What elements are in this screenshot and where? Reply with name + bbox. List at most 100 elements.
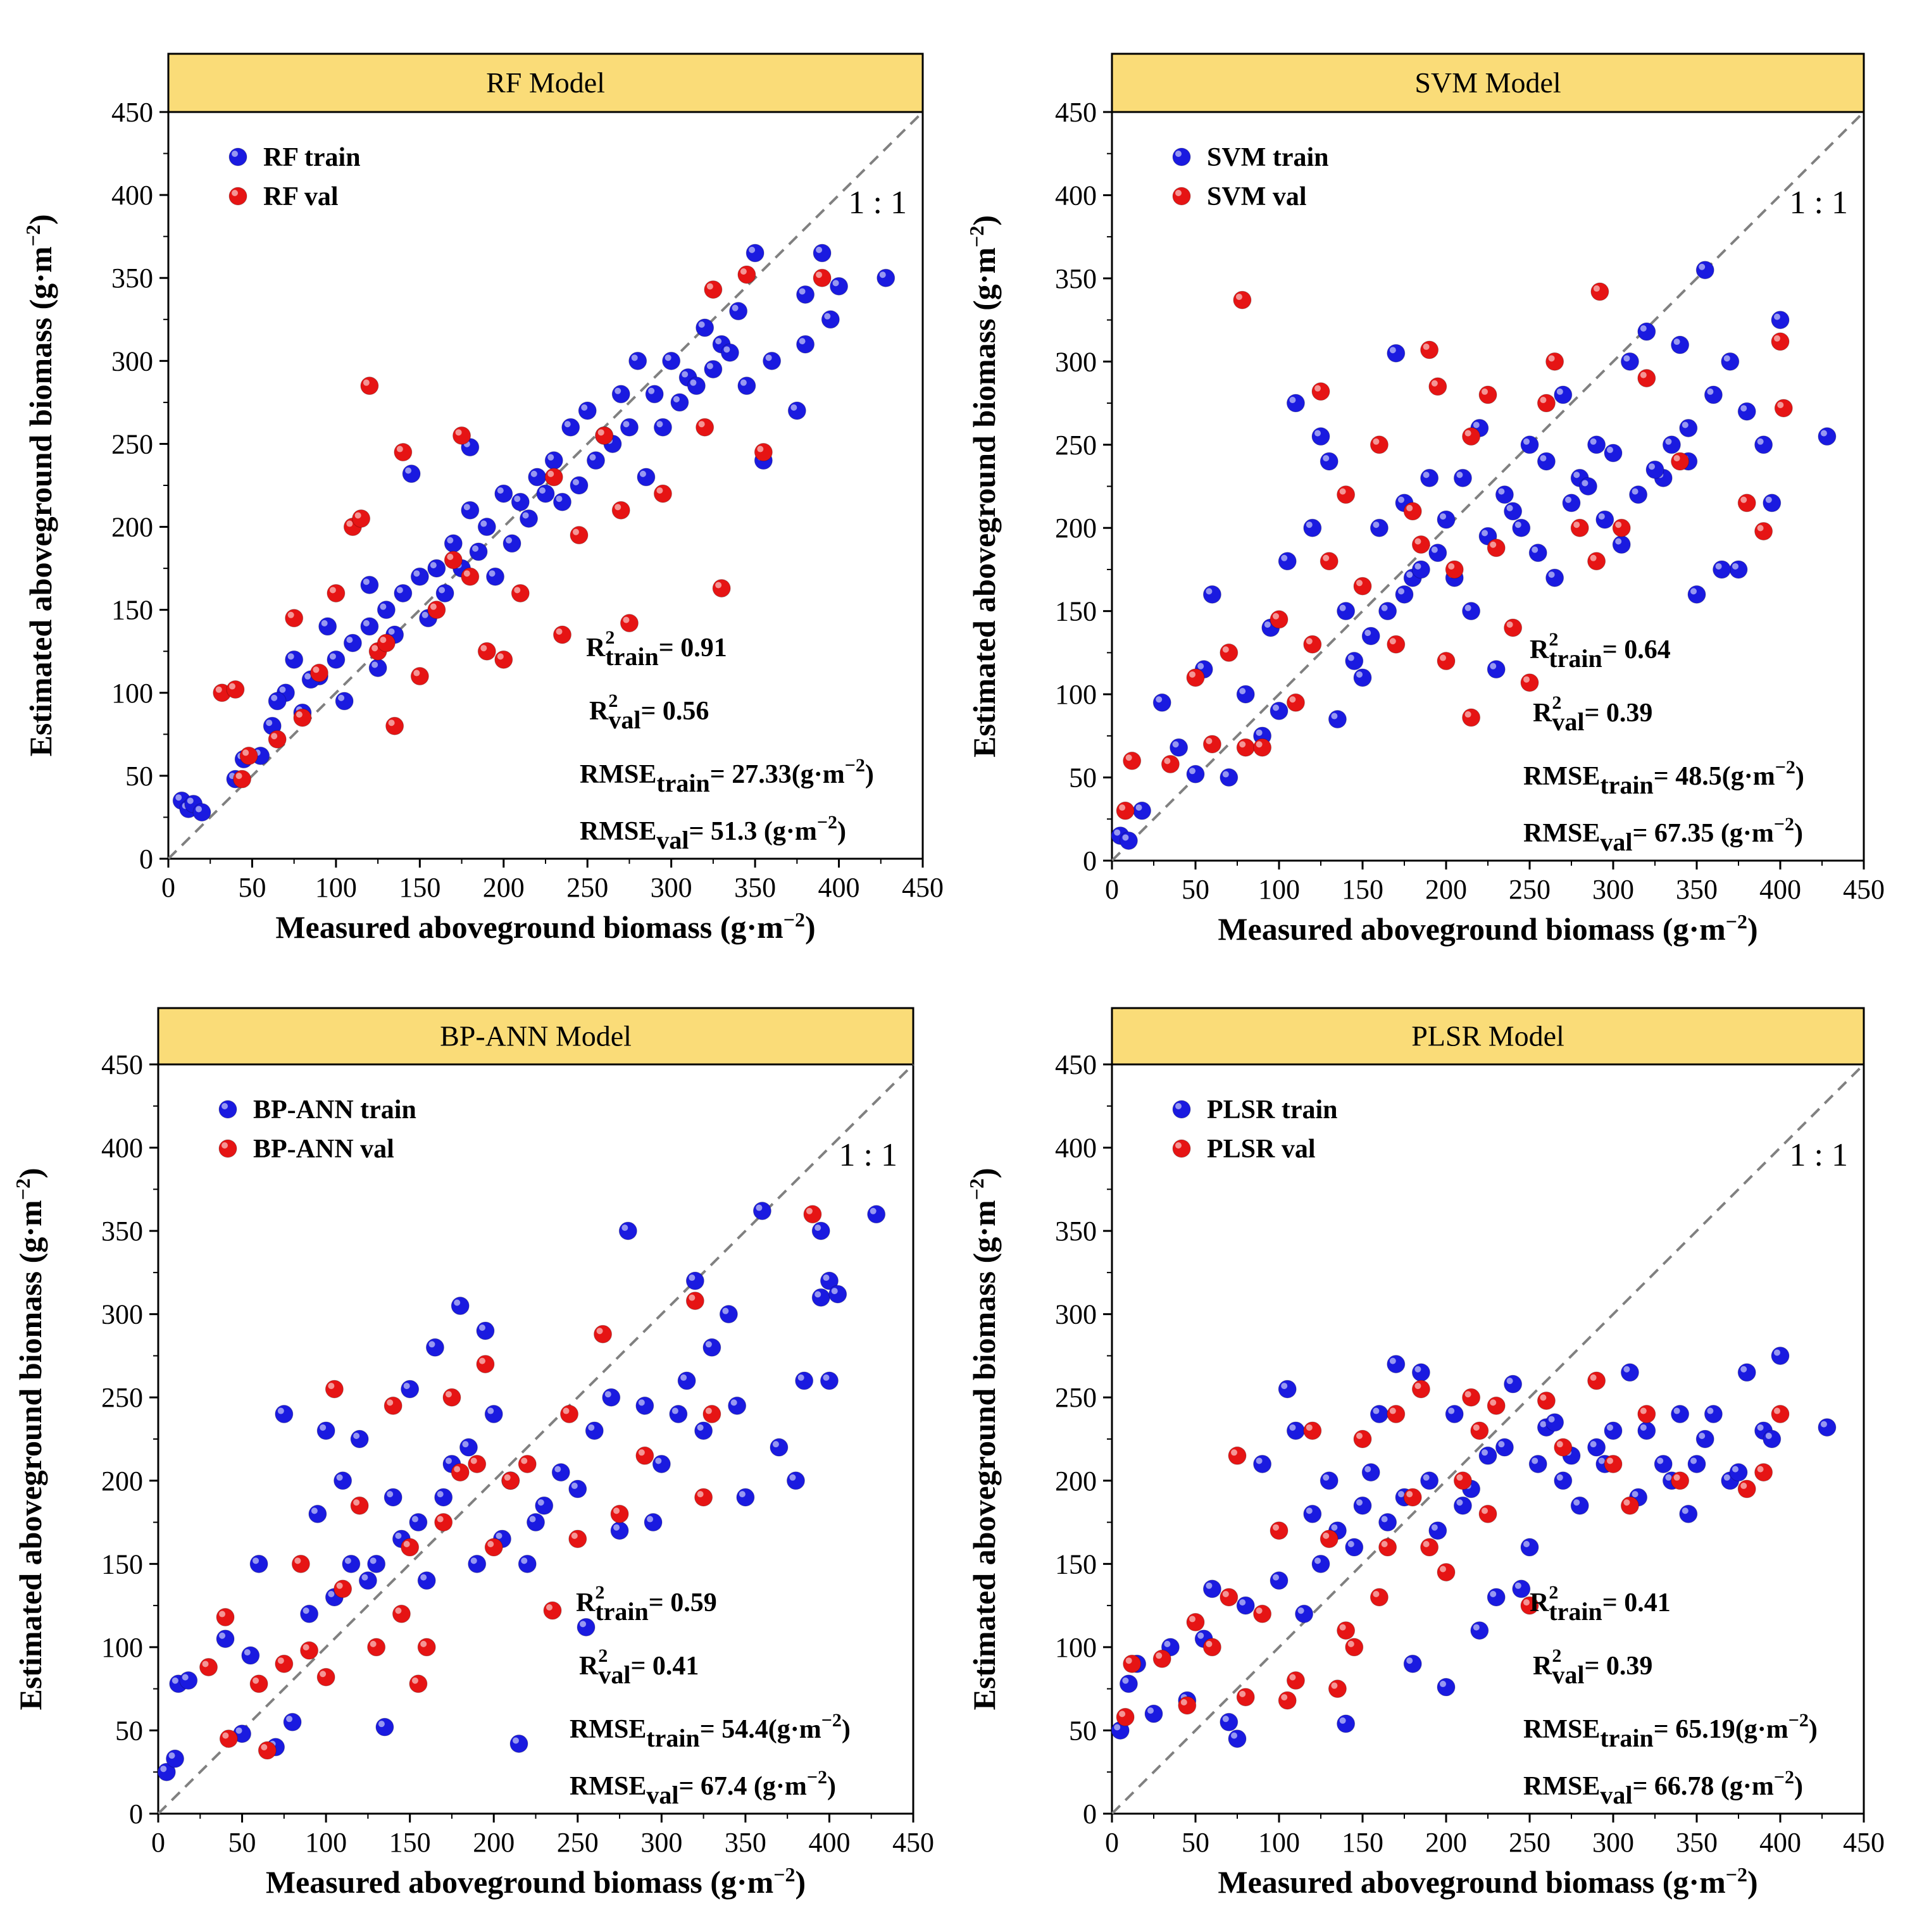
legend-marker-val-highlight [1175, 1142, 1182, 1149]
train-point-highlight [463, 504, 470, 511]
train-point-highlight [320, 1424, 327, 1431]
train-point-highlight [1473, 421, 1480, 428]
x-tick-label: 50 [1182, 874, 1209, 905]
train-point-highlight [1490, 1590, 1497, 1597]
train-point-highlight [266, 720, 273, 726]
train-point-highlight [447, 537, 454, 544]
train-point-highlight [1239, 1599, 1246, 1606]
val-point-highlight [1289, 1674, 1296, 1681]
val-point-highlight [420, 1640, 427, 1647]
val-point [803, 1205, 822, 1224]
train-point [1620, 1363, 1639, 1382]
val-point [1370, 1588, 1389, 1607]
stat-sup: 2 [598, 1645, 608, 1666]
stat-sub: val [1600, 1781, 1632, 1809]
val-point [1303, 1421, 1322, 1440]
train-point-highlight [363, 620, 370, 626]
train-point [1370, 1405, 1389, 1424]
train-point [752, 1202, 771, 1221]
val-point-highlight [571, 1532, 578, 1539]
y-tick-label: 50 [1069, 1715, 1097, 1746]
val-point [1353, 1430, 1372, 1449]
train-point-highlight [697, 1424, 704, 1431]
val-point-highlight [371, 645, 378, 652]
train-point-highlight [1464, 604, 1471, 611]
train-point-highlight [698, 321, 705, 328]
train-point [687, 377, 706, 396]
legend-marker-train [1172, 1100, 1191, 1119]
train-point [327, 650, 346, 669]
x-axis-title-main: Measured aboveground biomass (g·m [1218, 1864, 1725, 1900]
val-point [1220, 643, 1239, 662]
train-point-highlight [378, 1721, 385, 1728]
y-tick-label: 300 [1055, 346, 1097, 377]
train-point-highlight [613, 1524, 620, 1531]
train-point-highlight [1406, 1657, 1413, 1664]
train-point-highlight [1347, 654, 1354, 661]
val-point-highlight [1189, 671, 1195, 678]
val-point [1537, 394, 1556, 413]
train-point [486, 567, 505, 586]
val-point-highlight [1180, 1698, 1187, 1705]
stat-r2-val: R2 val= 0.39 [1533, 1645, 1652, 1689]
x-tick-label: 450 [1843, 874, 1885, 905]
stat-close: ) [837, 817, 846, 846]
y-axis-title-close: ) [23, 215, 58, 225]
y-tick-label: 350 [1055, 263, 1097, 294]
train-point [1818, 1418, 1837, 1437]
val-point [737, 265, 756, 284]
train-point [1303, 1504, 1322, 1523]
train-point-highlight [831, 1288, 838, 1295]
val-point [1387, 635, 1406, 654]
val-point [1487, 1396, 1506, 1415]
train-point [1202, 585, 1221, 604]
train-point-highlight [1715, 563, 1722, 570]
train-point-highlight [321, 620, 328, 626]
train-point-highlight [1632, 488, 1638, 495]
val-point [1411, 1380, 1430, 1399]
train-point-highlight [1206, 588, 1213, 595]
val-point [685, 1292, 704, 1311]
val-point-highlight [242, 749, 249, 756]
val-point [544, 468, 563, 487]
train-point [375, 1717, 394, 1736]
stat-r2-train: R2 train= 0.64 [1530, 629, 1671, 673]
train-point-highlight [1540, 1421, 1547, 1428]
train-point-highlight [1323, 455, 1330, 462]
train-point-highlight [1623, 355, 1630, 362]
stat-value: = 0.39 [1584, 699, 1652, 728]
train-point-highlight [639, 470, 646, 477]
y-tick-label: 450 [1055, 97, 1097, 128]
train-point-highlight [1757, 438, 1764, 445]
val-point [501, 1471, 520, 1490]
train-point-highlight [1582, 480, 1589, 487]
train-point [1403, 1654, 1422, 1673]
val-point [216, 1608, 235, 1627]
train-point-highlight [1256, 729, 1263, 736]
train-point-highlight [1256, 1457, 1263, 1464]
train-point [737, 377, 756, 396]
val-point [1320, 1530, 1339, 1549]
train-point-highlight [336, 1474, 343, 1481]
val-point [1387, 1405, 1406, 1424]
stat-sub: train [605, 642, 658, 671]
train-point [552, 492, 571, 511]
train-point-highlight [1440, 1681, 1446, 1688]
val-point-highlight [1256, 741, 1263, 748]
train-point-highlight [1540, 455, 1547, 462]
train-point [1328, 710, 1347, 729]
train-point-highlight [521, 1557, 528, 1564]
x-tick-label: 300 [651, 872, 692, 903]
stat-value: = 0.64 [1602, 635, 1671, 664]
train-point [459, 1438, 478, 1457]
train-point-highlight [370, 1557, 377, 1564]
train-point-highlight [547, 454, 554, 461]
train-point [425, 1338, 444, 1357]
val-point [1604, 1454, 1623, 1473]
train-point [729, 302, 748, 321]
val-point-highlight [487, 1541, 494, 1548]
train-point [1453, 468, 1472, 487]
val-point [594, 1324, 613, 1343]
x-axis-title: Measured aboveground biomass (g·m−2) [275, 908, 815, 945]
